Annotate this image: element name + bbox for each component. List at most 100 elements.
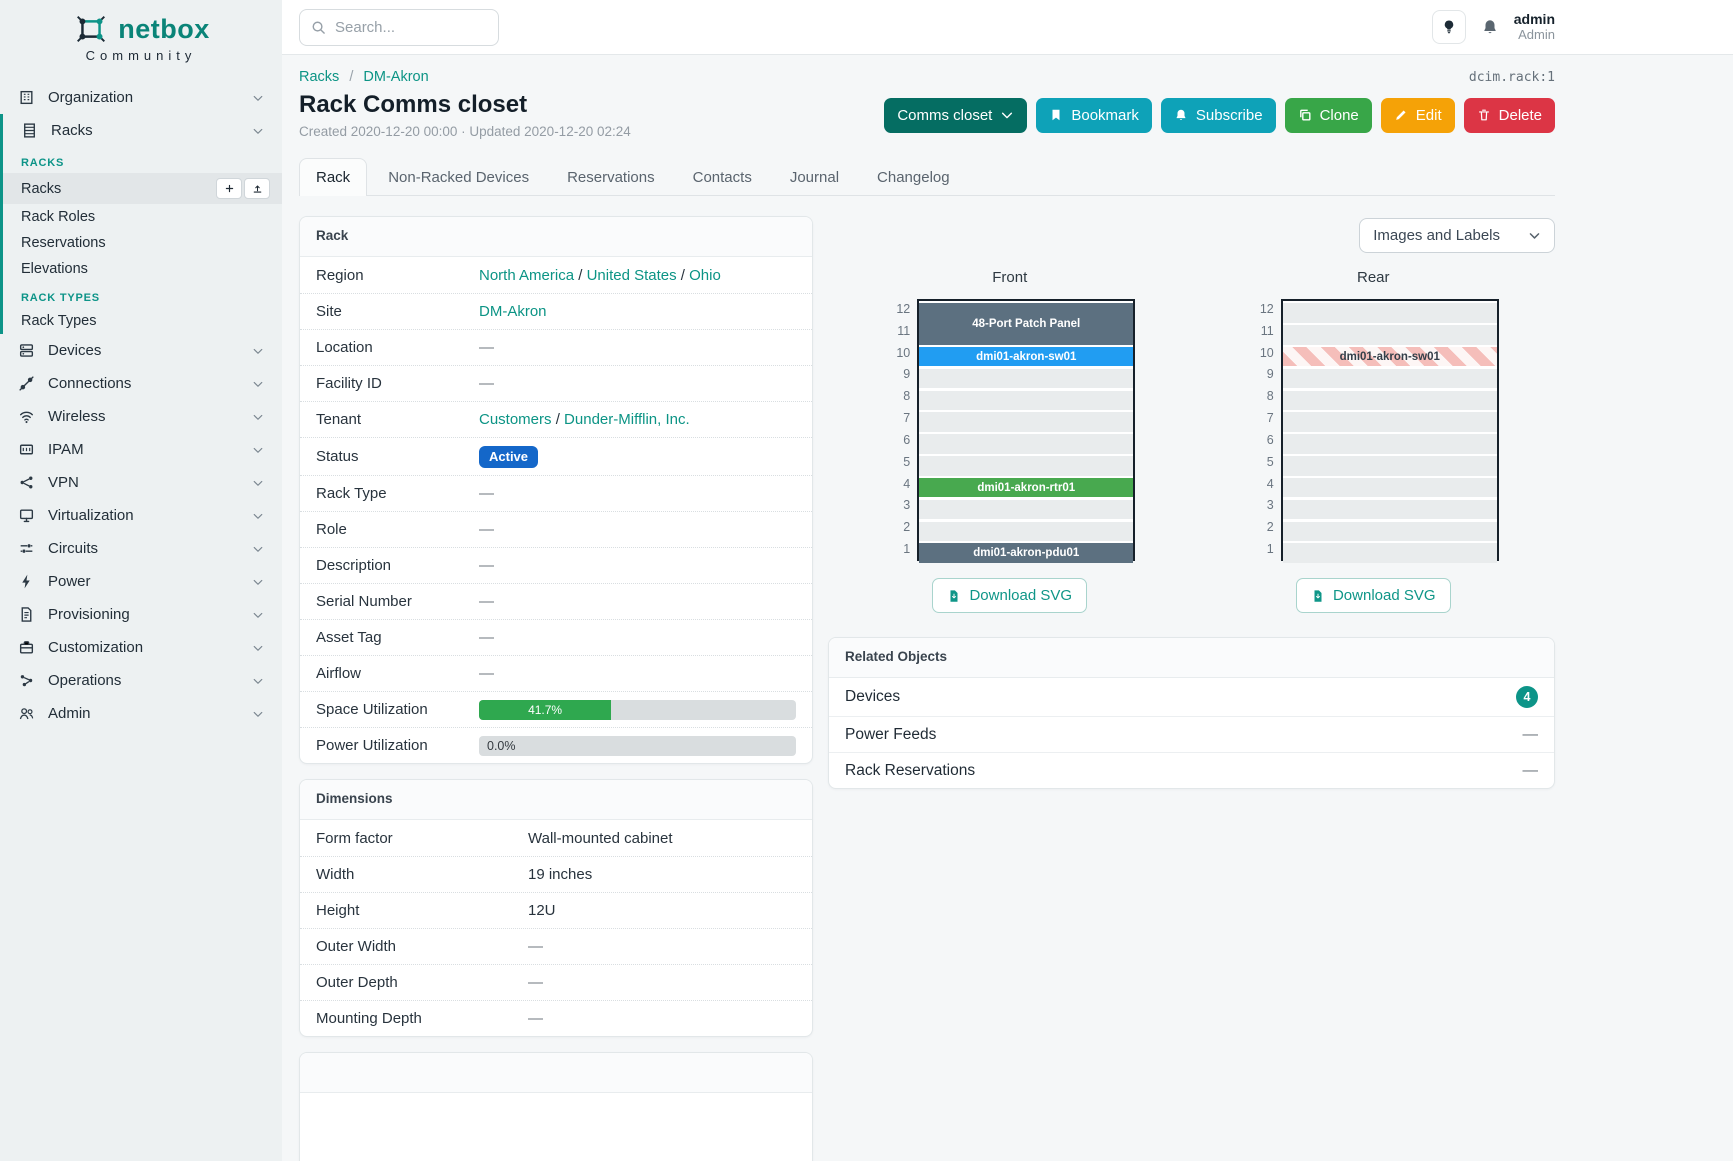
empty-rack-slot[interactable] xyxy=(919,456,1134,476)
bookmark-button[interactable]: Bookmark xyxy=(1036,97,1152,133)
sidebar-item-rack-roles[interactable]: Rack Roles xyxy=(3,204,282,230)
attribute-label: Width xyxy=(316,866,355,884)
tab-bar: Rack Non-Racked Devices Reservations Contac… xyxy=(299,157,1555,196)
edit-button[interactable]: Edit xyxy=(1380,97,1455,133)
breadcrumb-racks-link[interactable]: Racks xyxy=(299,69,340,85)
sidebar-item-wireless[interactable]: Wireless xyxy=(0,400,282,433)
empty-rack-slot[interactable] xyxy=(1282,521,1497,542)
sidebar-item-devices[interactable]: Devices xyxy=(0,334,282,367)
tab-changelog[interactable]: Changelog xyxy=(877,169,950,186)
related-objects-panel: Related Objects Devices 4 Power Feeds — Rack… xyxy=(828,637,1555,789)
empty-rack-slot[interactable] xyxy=(919,368,1134,389)
tab-contacts[interactable]: Contacts xyxy=(692,169,752,186)
sidebar-item-reservations[interactable]: Reservations xyxy=(3,230,282,256)
sidebar-item-admin[interactable]: Admin xyxy=(0,697,282,730)
empty-rack-slot[interactable] xyxy=(1282,412,1497,432)
region-row: Region North America / United States / Oh… xyxy=(300,257,812,293)
width-row: Width 19 inches xyxy=(300,856,812,892)
dunder-mifflin-inc--link[interactable]: Dunder-Mifflin, Inc. xyxy=(564,411,690,428)
related-rack-reservations-row[interactable]: Rack Reservations — xyxy=(829,752,1554,788)
sidebar-item-ipam[interactable]: IPAM xyxy=(0,433,282,466)
tab-journal[interactable]: Journal xyxy=(789,169,840,186)
vpn-icon xyxy=(18,474,35,491)
sidebar-item-circuits[interactable]: Circuits xyxy=(0,532,282,565)
rack-device-dmi01-akron-sw01[interactable]: dmi01-akron-sw01 xyxy=(1282,346,1497,367)
empty-rack-slot[interactable] xyxy=(919,499,1134,520)
customers-link[interactable]: Customers xyxy=(479,411,552,428)
sidebar-item-organization[interactable]: Organization xyxy=(0,81,282,114)
related-devices-row[interactable]: Devices 4 xyxy=(829,678,1554,716)
search-input[interactable] xyxy=(335,18,487,36)
elevation-view-select[interactable]: Images and Labels xyxy=(1359,218,1555,253)
empty-rack-slot[interactable] xyxy=(1282,434,1497,454)
attribute-value: North America / United States / Ohio xyxy=(479,266,721,284)
chevron-down-icon xyxy=(252,477,264,489)
sidebar-item-vpn[interactable]: VPN xyxy=(0,466,282,499)
sidebar-item-label: Wireless xyxy=(48,408,106,425)
subscribe-button[interactable]: Subscribe xyxy=(1160,97,1276,133)
add-rack-button[interactable] xyxy=(216,178,242,199)
tab-non-racked-devices[interactable]: Non-Racked Devices xyxy=(388,169,530,186)
sidebar-item-virtualization[interactable]: Virtualization xyxy=(0,499,282,532)
clone-button[interactable]: Clone xyxy=(1284,97,1372,133)
sidebar-item-elevations[interactable]: Elevations xyxy=(3,256,282,282)
rack-panel-title: Rack xyxy=(300,217,812,257)
empty-rack-slot[interactable] xyxy=(919,390,1134,411)
sidebar-item-connections[interactable]: Connections xyxy=(0,367,282,400)
empty-rack-slot[interactable] xyxy=(919,434,1134,454)
sidebar-item-rack-types[interactable]: Rack Types xyxy=(3,308,282,334)
chevron-down-icon xyxy=(252,708,264,720)
empty-rack-slot[interactable] xyxy=(1282,390,1497,411)
copy-icon xyxy=(1299,109,1311,121)
empty-rack-slot[interactable] xyxy=(919,412,1134,432)
united-states-link[interactable]: United States xyxy=(586,266,677,284)
elevation-title-rear: Rear xyxy=(1356,269,1390,286)
sidebar-item-label: Racks xyxy=(21,180,62,197)
facility-id-row: Facility ID — xyxy=(300,365,812,401)
sidebar-item-racks[interactable]: Racks xyxy=(3,114,282,147)
user-menu[interactable]: admin Admin xyxy=(1514,11,1555,42)
sidebar-racks-group: Racks RACKS Racks Rack Roles Reservations E… xyxy=(0,114,282,334)
north-america-link[interactable]: North America xyxy=(479,266,575,284)
status-dropdown[interactable]: Comms closet xyxy=(884,97,1028,133)
sidebar-item-customization[interactable]: Customization xyxy=(0,631,282,664)
delete-button[interactable]: Delete xyxy=(1463,97,1555,133)
theme-toggle-button[interactable] xyxy=(1431,10,1466,44)
sidebar-item-racks[interactable]: Racks xyxy=(3,173,282,204)
rack-device-dmi01-akron-pdu01[interactable]: dmi01-akron-pdu01 xyxy=(919,543,1134,563)
notifications-bell-icon[interactable] xyxy=(1481,18,1499,36)
empty-rack-slot[interactable] xyxy=(1282,477,1497,498)
tab-rack[interactable]: Rack xyxy=(299,158,368,196)
main-area: admin Admin Racks / DM-Akron dcim.rack:1 xyxy=(282,0,1733,1161)
mounting-depth-row: Mounting Depth — xyxy=(300,1000,812,1036)
tab-reservations[interactable]: Reservations xyxy=(567,169,655,186)
button-label: Bookmark xyxy=(1071,106,1139,124)
search-box[interactable] xyxy=(299,8,499,46)
chevron-down-icon xyxy=(1528,229,1541,242)
chevron-down-icon xyxy=(252,576,264,588)
button-label: Subscribe xyxy=(1195,106,1263,124)
value-text: 12U xyxy=(528,902,556,920)
empty-rack-slot[interactable] xyxy=(1282,368,1497,389)
sidebar-item-provisioning[interactable]: Provisioning xyxy=(0,598,282,631)
empty-rack-slot[interactable] xyxy=(1282,543,1497,563)
download-svg-rear-button[interactable]: Download SVG xyxy=(1295,578,1451,613)
empty-rack-slot[interactable] xyxy=(1282,456,1497,476)
empty-rack-slot[interactable] xyxy=(1282,303,1497,323)
ohio-link[interactable]: Ohio xyxy=(689,266,721,284)
import-racks-button[interactable] xyxy=(244,178,270,199)
empty-rack-slot[interactable] xyxy=(1282,499,1497,520)
breadcrumb-site-link[interactable]: DM-Akron xyxy=(363,69,429,85)
rack-device-dmi01-akron-sw01[interactable]: dmi01-akron-sw01 xyxy=(919,346,1134,367)
empty-rack-slot[interactable] xyxy=(919,521,1134,542)
related-power-feeds-row[interactable]: Power Feeds — xyxy=(829,716,1554,752)
download-svg-front-button[interactable]: Download SVG xyxy=(932,578,1088,613)
dm-akron-link[interactable]: DM-Akron xyxy=(479,303,547,320)
empty-rack-slot[interactable] xyxy=(1282,325,1497,345)
sidebar-item-power[interactable]: Power xyxy=(0,565,282,598)
brand-name[interactable]: netbox xyxy=(118,13,210,44)
rack-device-48-port-patch-panel[interactable]: 48-Port Patch Panel xyxy=(919,303,1134,345)
rack-device-dmi01-akron-rtr01[interactable]: dmi01-akron-rtr01 xyxy=(919,477,1134,498)
sidebar-item-operations[interactable]: Operations xyxy=(0,664,282,697)
dimensions-panel-title: Dimensions xyxy=(300,780,812,821)
